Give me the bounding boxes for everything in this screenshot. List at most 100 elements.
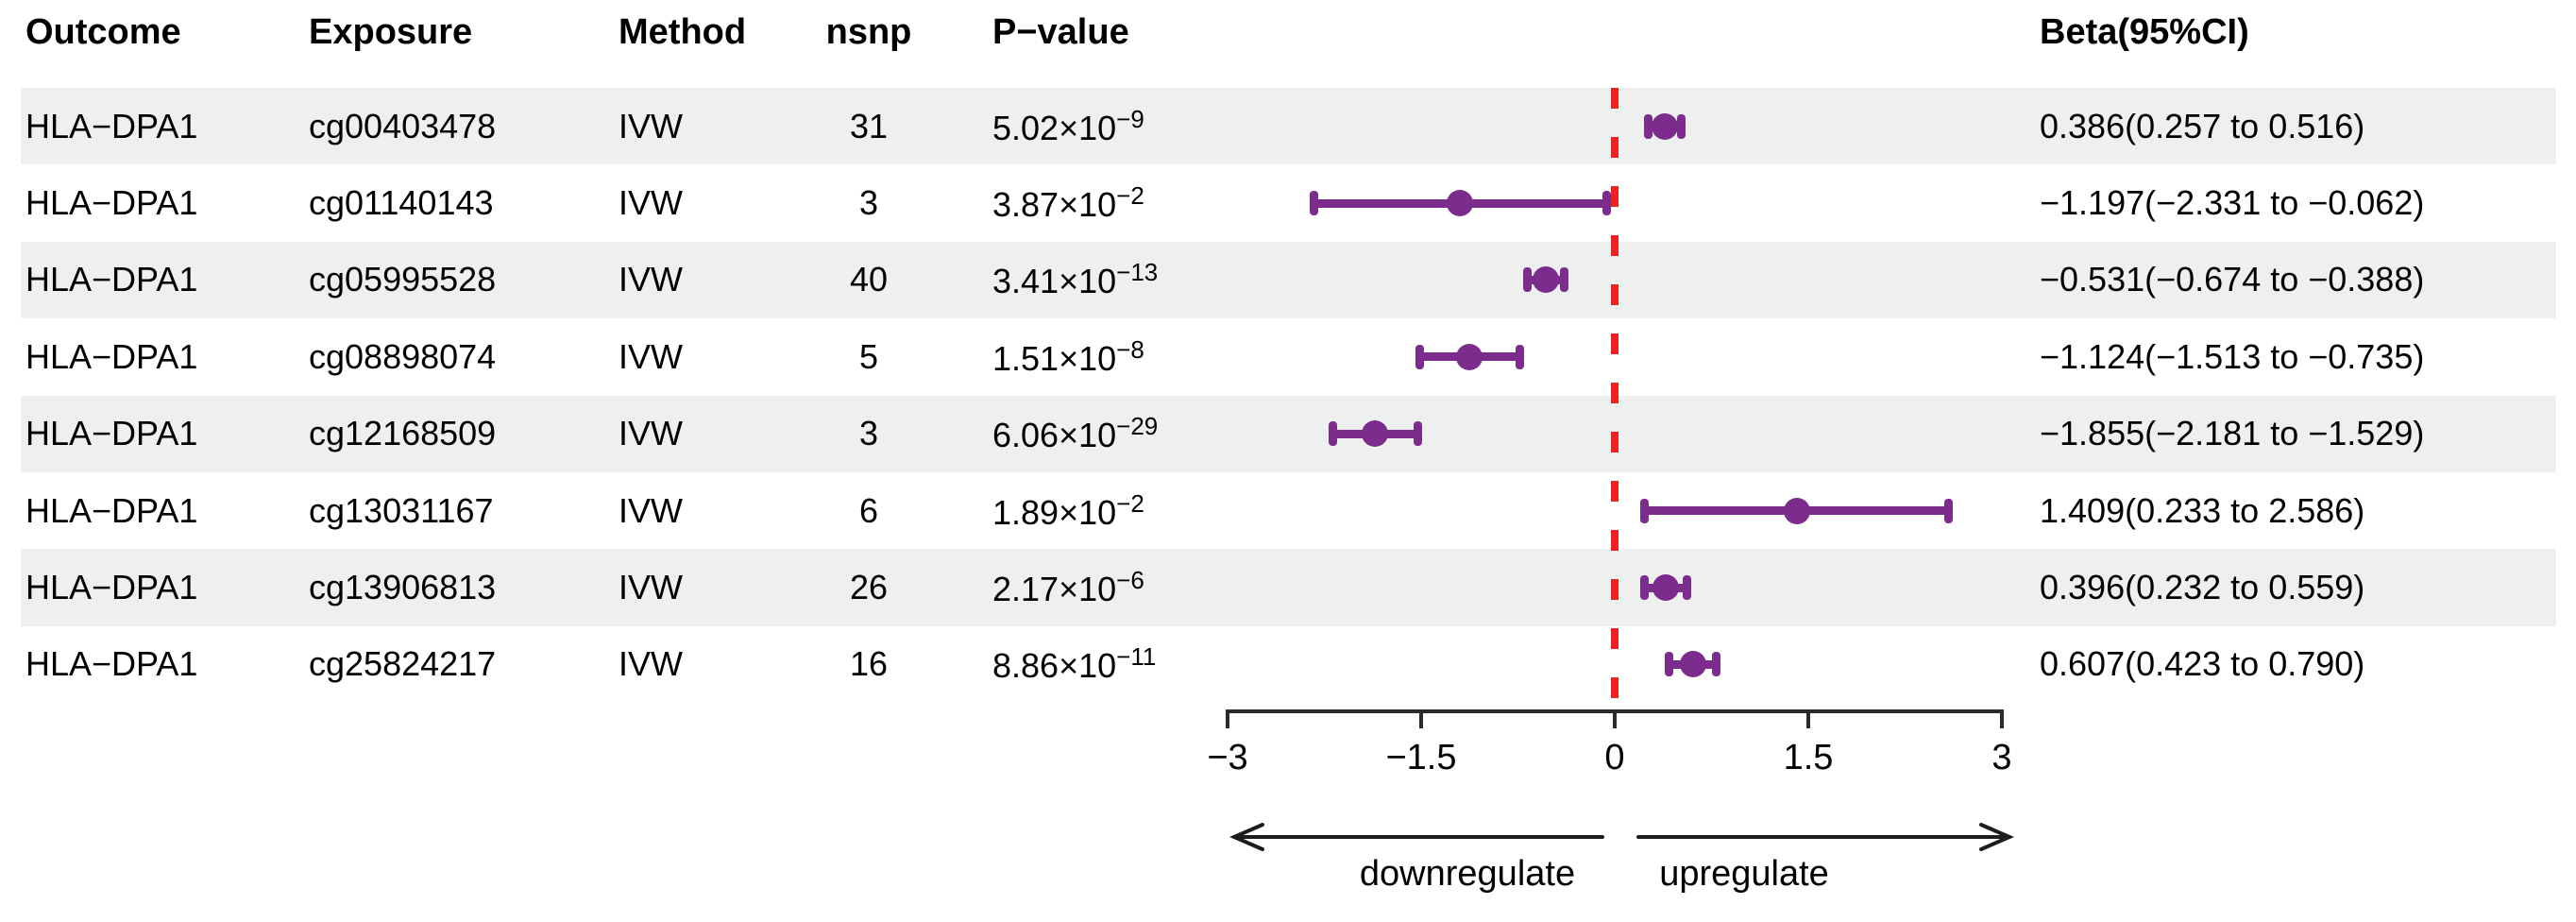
cell-pvalue: 2.17×10−6 bbox=[992, 566, 1144, 609]
cell-beta-ci: 0.386(0.257 to 0.516) bbox=[2040, 106, 2365, 145]
beta-point-estimate bbox=[1447, 190, 1474, 217]
cell-method: IVW bbox=[619, 414, 683, 453]
cell-nsnp: 6 bbox=[858, 490, 879, 530]
header-outcome: Outcome bbox=[25, 12, 181, 52]
ci-whisker-cap bbox=[1415, 344, 1424, 369]
header-pvalue: P−value bbox=[992, 12, 1129, 52]
cell-nsnp: 40 bbox=[849, 260, 889, 299]
beta-point-estimate bbox=[1533, 266, 1560, 294]
cell-exposure: cg13031167 bbox=[309, 490, 494, 530]
ci-whisker-cap bbox=[1665, 652, 1674, 677]
axis-tick bbox=[2000, 713, 2004, 728]
cell-nsnp: 5 bbox=[858, 336, 879, 376]
cell-pvalue: 1.51×10−8 bbox=[992, 334, 1144, 378]
cell-nsnp: 31 bbox=[849, 106, 889, 145]
cell-beta-ci: −1.855(−2.181 to −1.529) bbox=[2040, 414, 2425, 453]
ci-whisker-cap bbox=[1329, 421, 1338, 447]
ci-whisker-cap bbox=[1640, 498, 1650, 523]
axis-tick-label: 3 bbox=[1991, 738, 2012, 777]
beta-point-estimate bbox=[1652, 574, 1680, 602]
pvalue-exponent: −11 bbox=[1116, 642, 1157, 672]
table-row: HLA−DPA1 cg12168509 IVW 3 6.06×10−29 −1.855(−… bbox=[0, 395, 2576, 472]
ci-whisker-cap bbox=[1640, 575, 1650, 601]
cell-outcome: HLA−DPA1 bbox=[25, 490, 198, 530]
cell-exposure: cg05995528 bbox=[309, 260, 497, 299]
cell-exposure: cg08898074 bbox=[309, 336, 497, 376]
row-stripe bbox=[21, 395, 2556, 472]
table-row: HLA−DPA1 cg13031167 IVW 6 1.89×10−2 1.409(0.2… bbox=[0, 472, 2576, 549]
cell-pvalue: 6.06×10−29 bbox=[992, 412, 1159, 455]
cell-method: IVW bbox=[619, 260, 683, 299]
axis-tick-label: 1.5 bbox=[1783, 738, 1834, 777]
cell-beta-ci: −1.197(−2.331 to −0.062) bbox=[2040, 183, 2425, 223]
ci-whisker-cap bbox=[1682, 575, 1691, 601]
axis-tick bbox=[1226, 713, 1229, 728]
cell-exposure: cg12168509 bbox=[309, 414, 497, 453]
table-row: HLA−DPA1 cg25824217 IVW 16 8.86×10−11 0.607(0… bbox=[0, 626, 2576, 703]
axis-tick bbox=[1419, 713, 1423, 728]
axis-tick bbox=[1613, 713, 1617, 728]
cell-outcome: HLA−DPA1 bbox=[25, 644, 198, 684]
cell-beta-ci: 0.607(0.423 to 0.790) bbox=[2040, 644, 2365, 684]
axis-tick-label: −1.5 bbox=[1385, 738, 1457, 777]
cell-beta-ci: −1.124(−1.513 to −0.735) bbox=[2040, 336, 2425, 376]
header-nsnp: nsnp bbox=[825, 12, 912, 52]
cell-method: IVW bbox=[619, 106, 683, 145]
cell-exposure: cg13906813 bbox=[309, 568, 497, 607]
cell-method: IVW bbox=[619, 336, 683, 376]
ci-whisker-cap bbox=[1602, 191, 1612, 216]
cell-pvalue: 3.41×10−13 bbox=[992, 258, 1159, 301]
cell-exposure: cg00403478 bbox=[309, 106, 497, 145]
table-row: HLA−DPA1 cg13906813 IVW 26 2.17×10−6 0.396(0.… bbox=[0, 549, 2576, 626]
cell-method: IVW bbox=[619, 183, 683, 223]
cell-pvalue: 5.02×10−9 bbox=[992, 104, 1144, 147]
ci-whisker-cap bbox=[1309, 191, 1318, 216]
cell-exposure: cg25824217 bbox=[309, 644, 497, 684]
cell-outcome: HLA−DPA1 bbox=[25, 414, 198, 453]
pvalue-exponent: −29 bbox=[1116, 412, 1159, 441]
zero-reference-line bbox=[1611, 88, 1618, 709]
axis-tick-label: −3 bbox=[1207, 738, 1248, 777]
table-row: HLA−DPA1 cg08898074 IVW 5 1.51×10−8 −1.124(−1… bbox=[0, 318, 2576, 395]
cell-outcome: HLA−DPA1 bbox=[25, 568, 198, 607]
header-exposure: Exposure bbox=[309, 12, 473, 52]
x-axis bbox=[1226, 709, 2004, 713]
upregulate-label: upregulate bbox=[1659, 854, 1829, 894]
cell-method: IVW bbox=[619, 644, 683, 684]
cell-nsnp: 3 bbox=[858, 414, 879, 453]
cell-beta-ci: 0.396(0.232 to 0.559) bbox=[2040, 568, 2365, 607]
table-header: Outcome Exposure Method nsnp P−value Bet… bbox=[0, 6, 2576, 59]
header-beta: Beta(95%CI) bbox=[2040, 12, 2249, 52]
beta-point-estimate bbox=[1362, 420, 1389, 448]
pvalue-exponent: −13 bbox=[1116, 258, 1159, 287]
cell-pvalue: 1.89×10−2 bbox=[992, 488, 1144, 532]
pvalue-exponent: −9 bbox=[1116, 104, 1144, 133]
row-stripe bbox=[21, 88, 2556, 165]
beta-point-estimate bbox=[1651, 112, 1678, 140]
cell-outcome: HLA−DPA1 bbox=[25, 106, 198, 145]
cell-method: IVW bbox=[619, 490, 683, 530]
cell-outcome: HLA−DPA1 bbox=[25, 183, 198, 223]
table-row: HLA−DPA1 cg00403478 IVW 31 5.02×10−9 0.386(0.… bbox=[0, 88, 2576, 165]
ci-whisker-cap bbox=[1413, 421, 1422, 447]
pvalue-exponent: −2 bbox=[1116, 181, 1144, 211]
beta-point-estimate bbox=[1456, 343, 1483, 370]
axis-tick bbox=[1806, 713, 1810, 728]
cell-beta-ci: −0.531(−0.674 to −0.388) bbox=[2040, 260, 2425, 299]
cell-pvalue: 8.86×10−11 bbox=[992, 642, 1157, 686]
ci-whisker-cap bbox=[1560, 267, 1569, 293]
table-row: HLA−DPA1 cg05995528 IVW 40 3.41×10−13 −0.531(… bbox=[0, 241, 2576, 319]
cell-outcome: HLA−DPA1 bbox=[25, 336, 198, 376]
beta-point-estimate bbox=[1679, 651, 1706, 678]
cell-nsnp: 16 bbox=[849, 644, 889, 684]
table-row: HLA−DPA1 cg01140143 IVW 3 3.87×10−2 −1.197(−2… bbox=[0, 164, 2576, 241]
ci-whisker-cap bbox=[1677, 113, 1686, 139]
cell-pvalue: 3.87×10−2 bbox=[992, 181, 1144, 225]
cell-method: IVW bbox=[619, 568, 683, 607]
ci-whisker-cap bbox=[1523, 267, 1533, 293]
axis-tick-label: 0 bbox=[1604, 738, 1625, 777]
header-method: Method bbox=[619, 12, 747, 52]
cell-nsnp: 26 bbox=[849, 568, 889, 607]
